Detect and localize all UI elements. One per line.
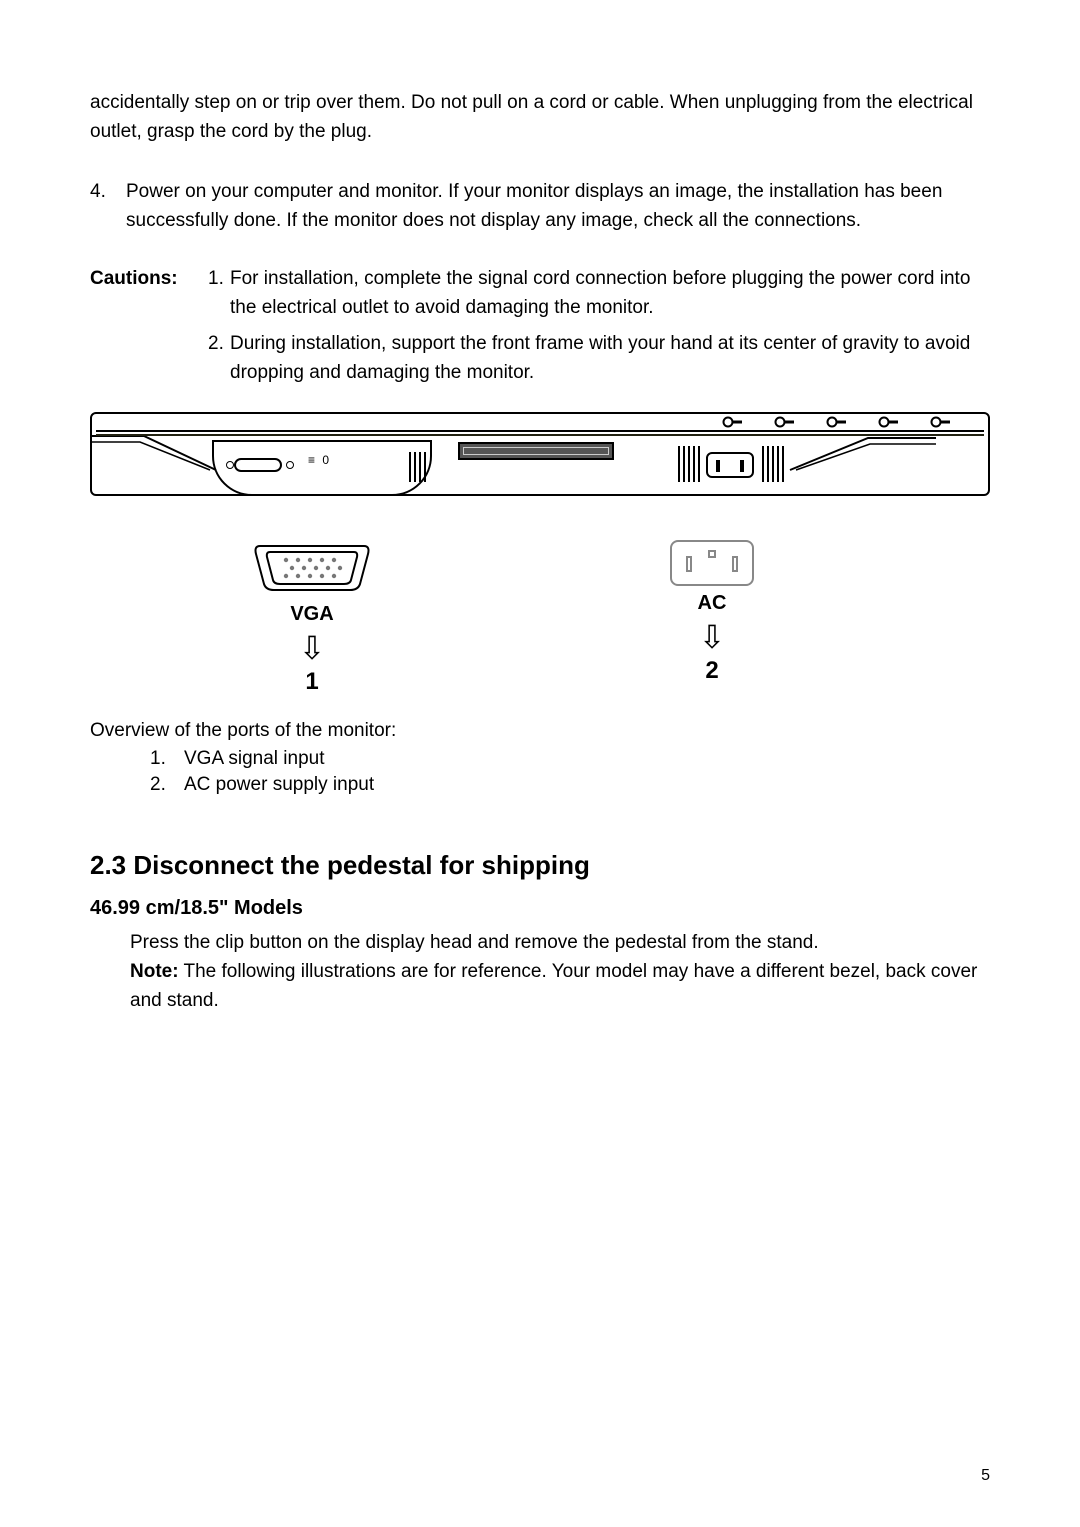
section-body-line1: Press the clip button on the display hea… — [130, 932, 819, 953]
vent-fins — [678, 446, 700, 482]
step-4-number: 4. — [90, 177, 126, 236]
list-item-text: AC power supply input — [184, 774, 374, 796]
caution-1-number: 1. — [208, 264, 230, 323]
ac-detail: AC ⇩ 2 — [642, 540, 782, 685]
osd-button-icon — [826, 416, 848, 428]
osd-button-icon — [878, 416, 900, 428]
osd-button-row — [722, 416, 952, 428]
step-4: 4. Power on your computer and monitor. I… — [90, 177, 990, 236]
caution-2-number: 2. — [208, 329, 230, 388]
note-label: Note: — [130, 961, 179, 982]
section-title: 2.3 Disconnect the pedestal for shipping — [90, 850, 990, 881]
caution-1-text: For installation, complete the signal co… — [230, 264, 990, 323]
step-4-text: Power on your computer and monitor. If y… — [126, 177, 990, 236]
panel-right-slope — [788, 434, 938, 494]
vga-slot-icon — [234, 458, 282, 472]
osd-button-icon — [722, 416, 744, 428]
ports-overview-intro: Overview of the ports of the monitor: — [90, 720, 990, 742]
connector-strip — [458, 442, 614, 460]
section-2-3: 2.3 Disconnect the pedestal for shipping… — [90, 850, 990, 1016]
arrow-down-icon: ⇩ — [642, 621, 782, 653]
panel-left-slope — [90, 434, 220, 472]
vent-dots: ≡ 0 — [308, 454, 331, 466]
vga-label: VGA — [222, 603, 402, 626]
cautions-block: Cautions: 1. For installation, complete … — [90, 264, 990, 394]
osd-button-icon — [774, 416, 796, 428]
section-body: Press the clip button on the display hea… — [130, 928, 990, 1016]
section-subtitle: 46.99 cm/18.5" Models — [90, 897, 990, 920]
vga-callout-number: 1 — [222, 668, 402, 696]
vent-fins — [762, 446, 784, 482]
cautions-label: Cautions: — [90, 268, 178, 289]
monitor-rear-panel: ≡ 0 — [90, 412, 990, 496]
caution-item-2: 2. During installation, support the fron… — [208, 329, 990, 388]
list-item-number: 1. — [150, 748, 184, 770]
caution-2-text: During installation, support the front f… — [230, 329, 990, 388]
list-item: 2. AC power supply input — [150, 774, 990, 796]
vga-port-housing: ≡ 0 — [212, 440, 432, 496]
osd-button-icon — [930, 416, 952, 428]
list-item: 1. VGA signal input — [150, 748, 990, 770]
vga-detail: VGA ⇩ 1 — [222, 540, 402, 696]
vga-connector-icon — [252, 540, 372, 597]
list-item-text: VGA signal input — [184, 748, 324, 770]
ports-list: 1. VGA signal input 2. AC power supply i… — [150, 748, 990, 796]
page-number: 5 — [981, 1467, 990, 1485]
ac-callout-number: 2 — [642, 657, 782, 685]
paragraph-cord-safety: accidentally step on or trip over them. … — [90, 88, 990, 147]
monitor-rear-illustration: ≡ 0 — [90, 412, 990, 712]
arrow-down-icon: ⇩ — [222, 632, 402, 664]
vent-fins — [409, 452, 426, 482]
vga-screw-icon — [226, 461, 234, 469]
ac-connector-icon — [670, 540, 754, 586]
ac-socket-icon — [706, 452, 754, 478]
note-text: The following illustrations are for refe… — [130, 961, 977, 1011]
list-item-number: 2. — [150, 774, 184, 796]
caution-item-1: 1. For installation, complete the signal… — [208, 264, 990, 323]
vga-screw-icon — [286, 461, 294, 469]
ac-label: AC — [642, 592, 782, 615]
ac-port-housing — [678, 440, 898, 496]
document-page: accidentally step on or trip over them. … — [0, 0, 1080, 1527]
